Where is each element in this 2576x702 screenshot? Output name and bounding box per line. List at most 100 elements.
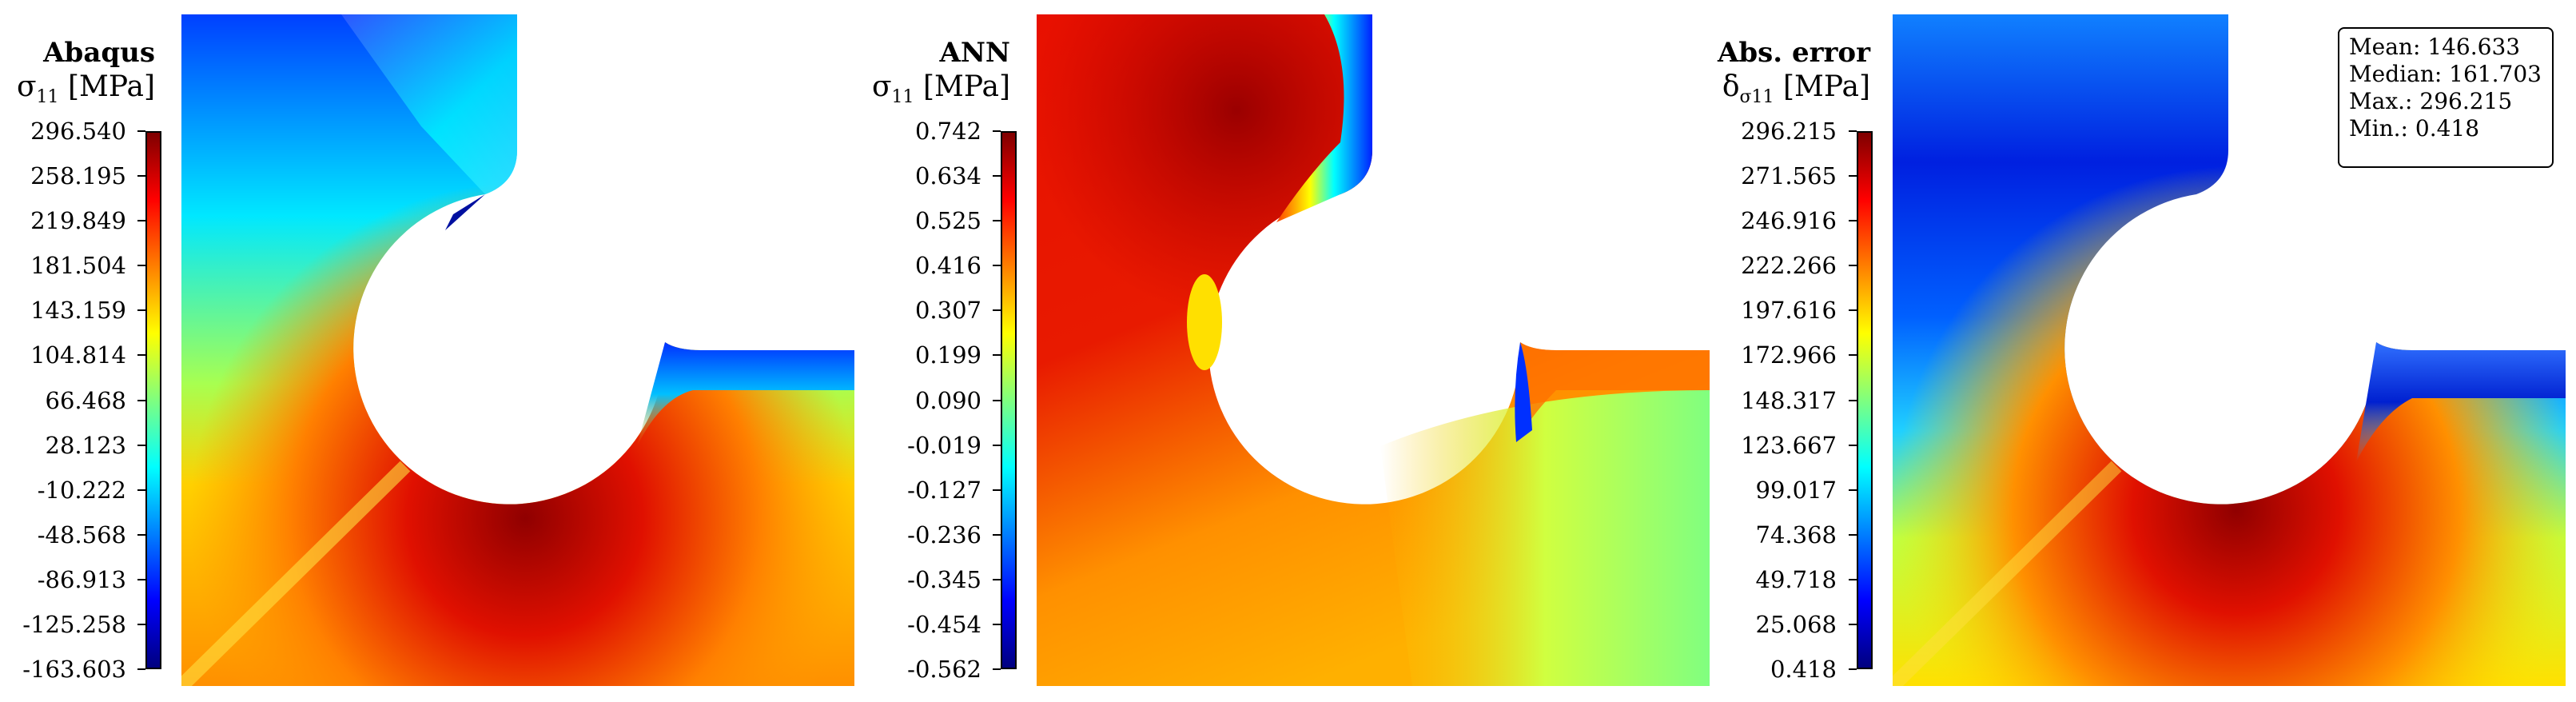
colorbar-tick-mark xyxy=(1849,309,1857,312)
colorbar-tick-mark xyxy=(1849,444,1857,446)
colorbar-tick-mark xyxy=(137,623,145,625)
colorbar-tick-label: 99.017 xyxy=(1755,476,1837,504)
colorbar-tick-mark xyxy=(1849,354,1857,357)
colorbar-tick-label: 0.418 xyxy=(1770,656,1837,683)
unit-text: [MPa] xyxy=(67,70,155,103)
colorbar-tick-mark xyxy=(137,309,145,312)
colorbar-tick-mark xyxy=(137,668,145,670)
colorbar-tick-mark xyxy=(1849,265,1857,267)
colorbar-tick-label: -125.258 xyxy=(22,610,126,638)
colorbar-tick-mark xyxy=(993,578,1001,580)
colorbar-tick-mark xyxy=(993,533,1001,536)
panel-unit-label: σ11 [MPa] xyxy=(855,70,1010,114)
unit-symbol: σ xyxy=(871,70,892,103)
colorbar-tick-mark xyxy=(993,175,1001,177)
colorbar-tick-mark xyxy=(993,354,1001,357)
colorbar-tick-mark xyxy=(993,265,1001,267)
colorbar-tick-mark xyxy=(137,533,145,536)
colorbar-tick-mark xyxy=(137,265,145,267)
colorbar-tick-label: 296.215 xyxy=(1741,118,1837,145)
stress-field-abaqus xyxy=(181,14,854,686)
colorbar-tick-label: -0.019 xyxy=(907,431,981,459)
colorbar-tick-label: -0.562 xyxy=(907,656,981,683)
colorbar-tick-label: 296.540 xyxy=(30,118,126,145)
panel-title: Abaqus xyxy=(43,37,155,69)
stress-field-ann xyxy=(1037,14,1710,686)
colorbar-tick-label: 246.916 xyxy=(1741,207,1837,235)
unit-text: [MPa] xyxy=(922,70,1010,103)
colorbar-tick-label: 0.090 xyxy=(914,386,981,414)
colorbar-tick-mark xyxy=(137,175,145,177)
colorbar-tick-mark xyxy=(1849,533,1857,536)
panel-title: ANN xyxy=(939,37,1010,69)
unit-symbol: δ xyxy=(1722,70,1740,103)
colorbar-tick-mark xyxy=(993,309,1001,312)
stat-min: Min.: 0.418 xyxy=(2349,115,2480,142)
colorbar-tick-label: -0.345 xyxy=(907,565,981,593)
colorbar-tick-label: 66.468 xyxy=(45,386,126,414)
colorbar-tick-mark xyxy=(993,399,1001,401)
colorbar-tick-mark xyxy=(1849,668,1857,670)
colorbar-tick-mark xyxy=(993,489,1001,491)
colorbar-tick-label: 0.634 xyxy=(914,162,981,190)
colorbar-tick-mark xyxy=(1849,399,1857,401)
stat-median: Median: 161.703 xyxy=(2349,61,2542,87)
colorbar xyxy=(1857,131,1873,669)
stress-field-abs-error xyxy=(1893,14,2566,686)
panel-title: Abs. error xyxy=(1717,37,1870,69)
colorbar-tick-mark xyxy=(1849,489,1857,491)
colorbar-tick-mark xyxy=(993,220,1001,222)
colorbar-tick-label: 148.317 xyxy=(1741,386,1837,414)
panel-unit-label: σ11 [MPa] xyxy=(0,70,155,114)
colorbar-tick-label: -0.127 xyxy=(907,476,981,504)
colorbar-tick-label: -86.913 xyxy=(37,565,126,593)
colorbar-tick-mark xyxy=(1849,220,1857,222)
colorbar-tick-mark xyxy=(137,130,145,132)
colorbar-tick-label: 0.199 xyxy=(914,341,981,369)
panel-unit-label: δσ11 [MPa] xyxy=(1686,70,1870,114)
unit-text: [MPa] xyxy=(1782,70,1870,103)
colorbar-tick-mark xyxy=(1849,578,1857,580)
colorbar-tick-label: 143.159 xyxy=(30,297,126,325)
colorbar-tick-mark xyxy=(1849,623,1857,625)
colorbar-tick-label: 0.307 xyxy=(914,297,981,325)
colorbar-tick-label: 172.966 xyxy=(1741,341,1837,369)
colorbar-tick-label: 222.266 xyxy=(1741,252,1837,280)
colorbar-tick-mark xyxy=(137,399,145,401)
colorbar-tick-mark xyxy=(993,623,1001,625)
colorbar-tick-label: 197.616 xyxy=(1741,297,1837,325)
colorbar-tick-mark xyxy=(137,489,145,491)
colorbar-tick-label: -10.222 xyxy=(37,476,126,504)
colorbar-tick-label: 25.068 xyxy=(1755,610,1837,638)
colorbar-tick-label: -0.454 xyxy=(907,610,981,638)
colorbar-tick-label: 104.814 xyxy=(30,341,126,369)
colorbar-tick-label: 74.368 xyxy=(1755,521,1837,548)
colorbar-tick-label: 0.742 xyxy=(914,118,981,145)
colorbar-tick-label: 258.195 xyxy=(30,162,126,190)
unit-subscript: σ11 xyxy=(1739,87,1774,108)
unit-symbol: σ xyxy=(16,70,37,103)
colorbar-tick-label: 181.504 xyxy=(30,252,126,280)
colorbar-tick-label: -0.236 xyxy=(907,521,981,548)
colorbar-tick-label: 0.525 xyxy=(914,207,981,235)
colorbar-tick-label: 0.416 xyxy=(914,252,981,280)
unit-subscript: 11 xyxy=(891,87,914,108)
colorbar-tick-label: 219.849 xyxy=(30,207,126,235)
colorbar-tick-mark xyxy=(993,444,1001,446)
colorbar-tick-label: 123.667 xyxy=(1741,431,1837,459)
colorbar-tick-label: -163.603 xyxy=(22,656,126,683)
colorbar-tick-mark xyxy=(137,354,145,357)
colorbar-tick-mark xyxy=(137,444,145,446)
colorbar-tick-mark xyxy=(137,220,145,222)
colorbar-tick-mark xyxy=(993,130,1001,132)
colorbar-tick-mark xyxy=(137,578,145,580)
colorbar-tick-mark xyxy=(1849,130,1857,132)
stat-mean: Mean: 146.633 xyxy=(2349,34,2521,60)
unit-subscript: 11 xyxy=(36,87,59,108)
colorbar-tick-label: 28.123 xyxy=(45,431,126,459)
colorbar-tick-label: 271.565 xyxy=(1741,162,1837,190)
colorbar-tick-mark xyxy=(1849,175,1857,177)
colorbar-tick-mark xyxy=(993,668,1001,670)
colorbar xyxy=(1001,131,1017,669)
colorbar-tick-label: 49.718 xyxy=(1755,565,1837,593)
